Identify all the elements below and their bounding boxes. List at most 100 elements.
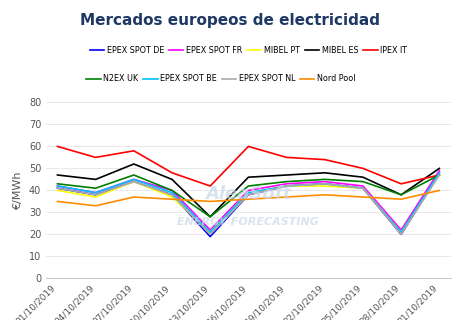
EPEX SPOT DE: [397, 232, 403, 236]
Text: ENERGY FORECASTING: ENERGY FORECASTING: [177, 217, 319, 227]
MIBEL ES: [169, 178, 174, 181]
Line: EPEX SPOT NL: EPEX SPOT NL: [57, 175, 438, 234]
EPEX SPOT DE: [169, 193, 174, 197]
MIBEL PT: [359, 186, 365, 190]
EPEX SPOT FR: [207, 228, 213, 232]
EPEX SPOT DE: [359, 186, 365, 190]
IPEX IT: [245, 144, 251, 148]
EPEX SPOT FR: [359, 184, 365, 188]
MIBEL ES: [321, 171, 327, 175]
IPEX IT: [283, 156, 289, 159]
IPEX IT: [359, 166, 365, 170]
EPEX SPOT FR: [55, 184, 60, 188]
Line: EPEX SPOT BE: EPEX SPOT BE: [57, 173, 438, 232]
Nord Pool: [321, 193, 327, 197]
N2EX UK: [169, 188, 174, 192]
EPEX SPOT FR: [131, 178, 136, 181]
MIBEL ES: [131, 162, 136, 166]
EPEX SPOT NL: [283, 184, 289, 188]
EPEX SPOT DE: [283, 184, 289, 188]
MIBEL ES: [93, 178, 98, 181]
Line: Nord Pool: Nord Pool: [57, 190, 438, 206]
Nord Pool: [397, 197, 403, 201]
Text: AleaSoft: AleaSoft: [205, 185, 291, 203]
Line: EPEX SPOT DE: EPEX SPOT DE: [57, 173, 438, 236]
EPEX SPOT DE: [55, 186, 60, 190]
N2EX UK: [245, 184, 251, 188]
MIBEL ES: [359, 175, 365, 179]
MIBEL PT: [131, 180, 136, 183]
Nord Pool: [169, 197, 174, 201]
EPEX SPOT DE: [436, 171, 441, 175]
EPEX SPOT NL: [245, 193, 251, 197]
Line: MIBEL ES: MIBEL ES: [57, 164, 438, 217]
EPEX SPOT FR: [321, 180, 327, 183]
MIBEL ES: [245, 175, 251, 179]
N2EX UK: [359, 180, 365, 183]
EPEX SPOT DE: [93, 193, 98, 197]
EPEX SPOT BE: [359, 186, 365, 190]
Line: MIBEL PT: MIBEL PT: [57, 175, 438, 232]
IPEX IT: [169, 171, 174, 175]
Nord Pool: [93, 204, 98, 208]
EPEX SPOT DE: [131, 180, 136, 183]
Y-axis label: €/MWh: €/MWh: [13, 171, 23, 210]
EPEX SPOT NL: [55, 186, 60, 190]
MIBEL PT: [321, 184, 327, 188]
EPEX SPOT FR: [397, 228, 403, 232]
EPEX SPOT NL: [397, 232, 403, 236]
EPEX SPOT BE: [283, 184, 289, 188]
EPEX SPOT FR: [245, 188, 251, 192]
MIBEL PT: [55, 188, 60, 192]
Nord Pool: [283, 195, 289, 199]
Legend: EPEX SPOT DE, EPEX SPOT FR, MIBEL PT, MIBEL ES, IPEX IT: EPEX SPOT DE, EPEX SPOT FR, MIBEL PT, MI…: [86, 43, 409, 58]
MIBEL PT: [93, 195, 98, 199]
MIBEL ES: [55, 173, 60, 177]
Line: EPEX SPOT FR: EPEX SPOT FR: [57, 171, 438, 230]
MIBEL ES: [436, 166, 441, 170]
EPEX SPOT BE: [131, 178, 136, 181]
MIBEL PT: [169, 195, 174, 199]
Nord Pool: [131, 195, 136, 199]
EPEX SPOT BE: [397, 230, 403, 234]
Legend: N2EX UK, EPEX SPOT BE, EPEX SPOT NL, Nord Pool: N2EX UK, EPEX SPOT BE, EPEX SPOT NL, Nor…: [83, 71, 358, 87]
EPEX SPOT BE: [245, 191, 251, 195]
MIBEL PT: [245, 191, 251, 195]
N2EX UK: [436, 173, 441, 177]
IPEX IT: [397, 182, 403, 186]
IPEX IT: [207, 184, 213, 188]
MIBEL PT: [397, 230, 403, 234]
IPEX IT: [131, 149, 136, 153]
EPEX SPOT NL: [207, 232, 213, 236]
EPEX SPOT BE: [93, 191, 98, 195]
IPEX IT: [93, 156, 98, 159]
EPEX SPOT FR: [169, 188, 174, 192]
EPEX SPOT NL: [436, 173, 441, 177]
N2EX UK: [55, 182, 60, 186]
EPEX SPOT NL: [93, 193, 98, 197]
EPEX SPOT BE: [436, 171, 441, 175]
N2EX UK: [397, 193, 403, 197]
MIBEL PT: [207, 230, 213, 234]
IPEX IT: [55, 144, 60, 148]
Nord Pool: [55, 199, 60, 203]
IPEX IT: [436, 173, 441, 177]
Nord Pool: [245, 197, 251, 201]
MIBEL PT: [436, 173, 441, 177]
MIBEL ES: [207, 215, 213, 219]
EPEX SPOT DE: [207, 235, 213, 238]
Line: N2EX UK: N2EX UK: [57, 175, 438, 217]
Nord Pool: [436, 188, 441, 192]
EPEX SPOT BE: [55, 184, 60, 188]
Nord Pool: [359, 195, 365, 199]
N2EX UK: [131, 173, 136, 177]
EPEX SPOT BE: [207, 230, 213, 234]
EPEX SPOT FR: [436, 169, 441, 172]
EPEX SPOT BE: [169, 191, 174, 195]
EPEX SPOT BE: [321, 182, 327, 186]
MIBEL PT: [283, 184, 289, 188]
EPEX SPOT NL: [359, 186, 365, 190]
N2EX UK: [93, 186, 98, 190]
MIBEL ES: [283, 173, 289, 177]
Text: Mercados europeos de electricidad: Mercados europeos de electricidad: [80, 13, 379, 28]
